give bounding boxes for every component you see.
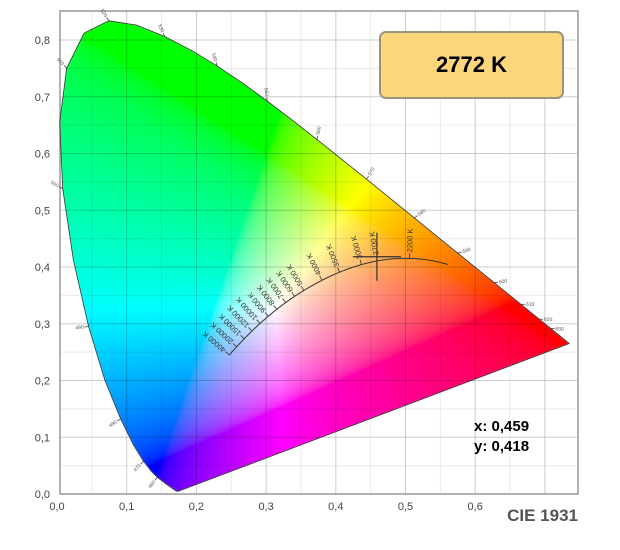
wavelength-label: 570 [367,166,377,176]
x-tick-label: 0,0 [49,501,64,513]
cct-tick [359,259,362,265]
y-tick-label: 0,8 [35,35,50,47]
y-tick-label: 0,0 [35,489,50,501]
y-tick-label: 0,5 [35,205,50,217]
wavelength-label: 630 [555,326,564,333]
planckian-locus [228,257,449,356]
y-tick-label: 0,2 [35,376,50,388]
wavelength-label: 480 [108,419,118,429]
x-tick-label: 0,2 [189,501,204,513]
cct-tick [264,312,269,317]
y-coordinate-readout: y: 0,418 [474,438,530,455]
wavelength-tick [414,215,418,219]
cct-label: 2200 K [405,229,414,253]
cct-tick [319,275,323,281]
wavelength-label: 590 [462,247,472,255]
wavelength-tick [366,175,369,180]
x-tick-label: 0,6 [468,501,483,513]
wavelength-label: 460 [147,479,157,489]
wavelength-tick [59,186,63,189]
wavelength-label: 550 [262,88,269,97]
wavelength-label: 520 [99,8,109,18]
spectral-locus [59,20,570,492]
wavelength-tick [457,251,462,254]
y-tick-label: 0,6 [35,149,50,161]
cct-tick [232,343,237,348]
cct-tick [225,351,230,356]
wavelength-tick [215,61,218,67]
wavelength-tick [154,476,158,481]
wavelength-label: 580 [417,208,427,218]
wavelength-label: 620 [544,317,553,323]
cct-badge: 2772 K [379,31,564,99]
y-tick-label: 0,4 [35,262,50,274]
x-tick-label: 0,4 [328,501,343,513]
wavelength-label: 490 [75,325,84,332]
wavelength-tick [63,65,67,69]
x-tick-label: 0,5 [398,501,413,513]
cct-tick [273,305,278,310]
wavelength-label: 600 [499,279,508,286]
x-tick-label: 0,1 [119,501,134,513]
cct-tick [282,298,286,303]
y-tick-label: 0,1 [35,432,50,444]
wavelength-tick [316,135,319,140]
y-tick-label: 0,7 [35,92,50,104]
wavelength-label: 610 [526,302,535,308]
cct-label: 3500 K [324,243,341,268]
cct-tick [240,335,245,340]
wavelength-label: 470 [133,463,143,473]
plot-frame [59,10,579,495]
x-coordinate-readout: x: 0,459 [474,418,530,435]
wavelength-label: 530 [156,23,165,33]
wavelength-tick [106,17,110,22]
y-tick-label: 0,3 [35,319,50,331]
wavelength-tick [140,460,144,465]
cct-tick [248,327,253,332]
cct-label: 2700 K [367,231,380,256]
cct-label: 4000 K [304,252,323,277]
wavelength-tick [117,418,121,422]
cct-tick [256,319,261,324]
x-tick-label: 0,3 [258,501,273,513]
wavelength-label: 500 [49,180,59,189]
wavelength-label: 510 [55,57,65,67]
wavelength-label: 560 [315,126,322,135]
cct-tick [300,285,305,291]
wavelength-tick [162,32,166,37]
wavelength-label: 540 [210,52,218,62]
cct-tick [291,291,295,297]
cct-tick [337,267,340,273]
diagram-label: CIE 1931 [507,506,578,525]
